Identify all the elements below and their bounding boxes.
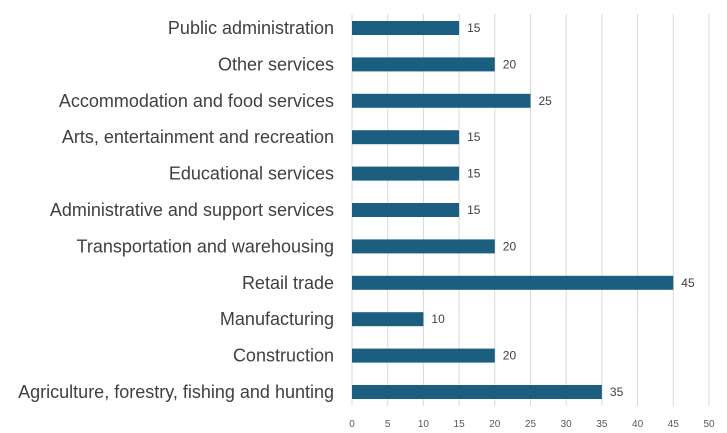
data-label: 15: [467, 203, 481, 217]
bar: [352, 312, 424, 327]
bar: [352, 385, 602, 399]
category-label: Manufacturing: [220, 309, 334, 329]
data-label: 10: [431, 312, 445, 326]
x-tick-label: 40: [632, 419, 644, 430]
category-label: Retail trade: [242, 273, 334, 293]
bar: [352, 166, 460, 181]
data-labels: 35 20 10 45 20 15 15 15 25 20 15: [431, 21, 695, 399]
category-label: Accommodation and food services: [59, 91, 334, 111]
bars: [352, 21, 674, 399]
data-label: 15: [467, 21, 481, 35]
data-label: 35: [610, 385, 624, 399]
data-label: 25: [539, 94, 553, 108]
x-tick-label: 20: [489, 419, 501, 430]
x-tick-label: 0: [349, 419, 355, 430]
data-label: 15: [467, 130, 481, 144]
category-label: Administrative and support services: [50, 200, 334, 220]
category-labels: Agriculture, forestry, fishing and hunti…: [18, 18, 334, 402]
x-tick-label: 45: [668, 419, 680, 430]
data-label: 20: [503, 349, 517, 363]
data-label: 15: [467, 167, 481, 181]
bar: [352, 275, 674, 290]
x-tick-label: 30: [561, 419, 573, 430]
x-tick-label: 50: [703, 419, 715, 430]
bar: [352, 130, 460, 145]
grid-lines: [351, 14, 710, 406]
x-tick-label: 25: [525, 419, 537, 430]
data-label: 45: [681, 276, 695, 290]
bar: [352, 57, 495, 72]
category-label: Other services: [218, 54, 334, 74]
data-label: 20: [503, 57, 517, 71]
x-tick-label: 10: [418, 419, 430, 430]
category-label: Arts, entertainment and recreation: [62, 127, 334, 147]
category-label: Transportation and warehousing: [77, 236, 335, 256]
category-label: Construction: [233, 346, 334, 366]
bar: [352, 93, 531, 108]
x-tick-label: 5: [385, 419, 391, 430]
category-label: Agriculture, forestry, fishing and hunti…: [18, 382, 334, 402]
bar: [352, 239, 495, 254]
bar: [352, 348, 495, 363]
category-label: Educational services: [169, 164, 334, 184]
x-tick-label: 35: [596, 419, 608, 430]
bar: [352, 21, 460, 35]
category-label: Public administration: [168, 18, 334, 38]
data-label: 20: [503, 239, 517, 253]
x-tick-label: 15: [454, 419, 466, 430]
x-axis-ticks: 0 5 10 15 20 25 30 35 40 45 50: [349, 419, 715, 430]
bar: [352, 203, 460, 217]
